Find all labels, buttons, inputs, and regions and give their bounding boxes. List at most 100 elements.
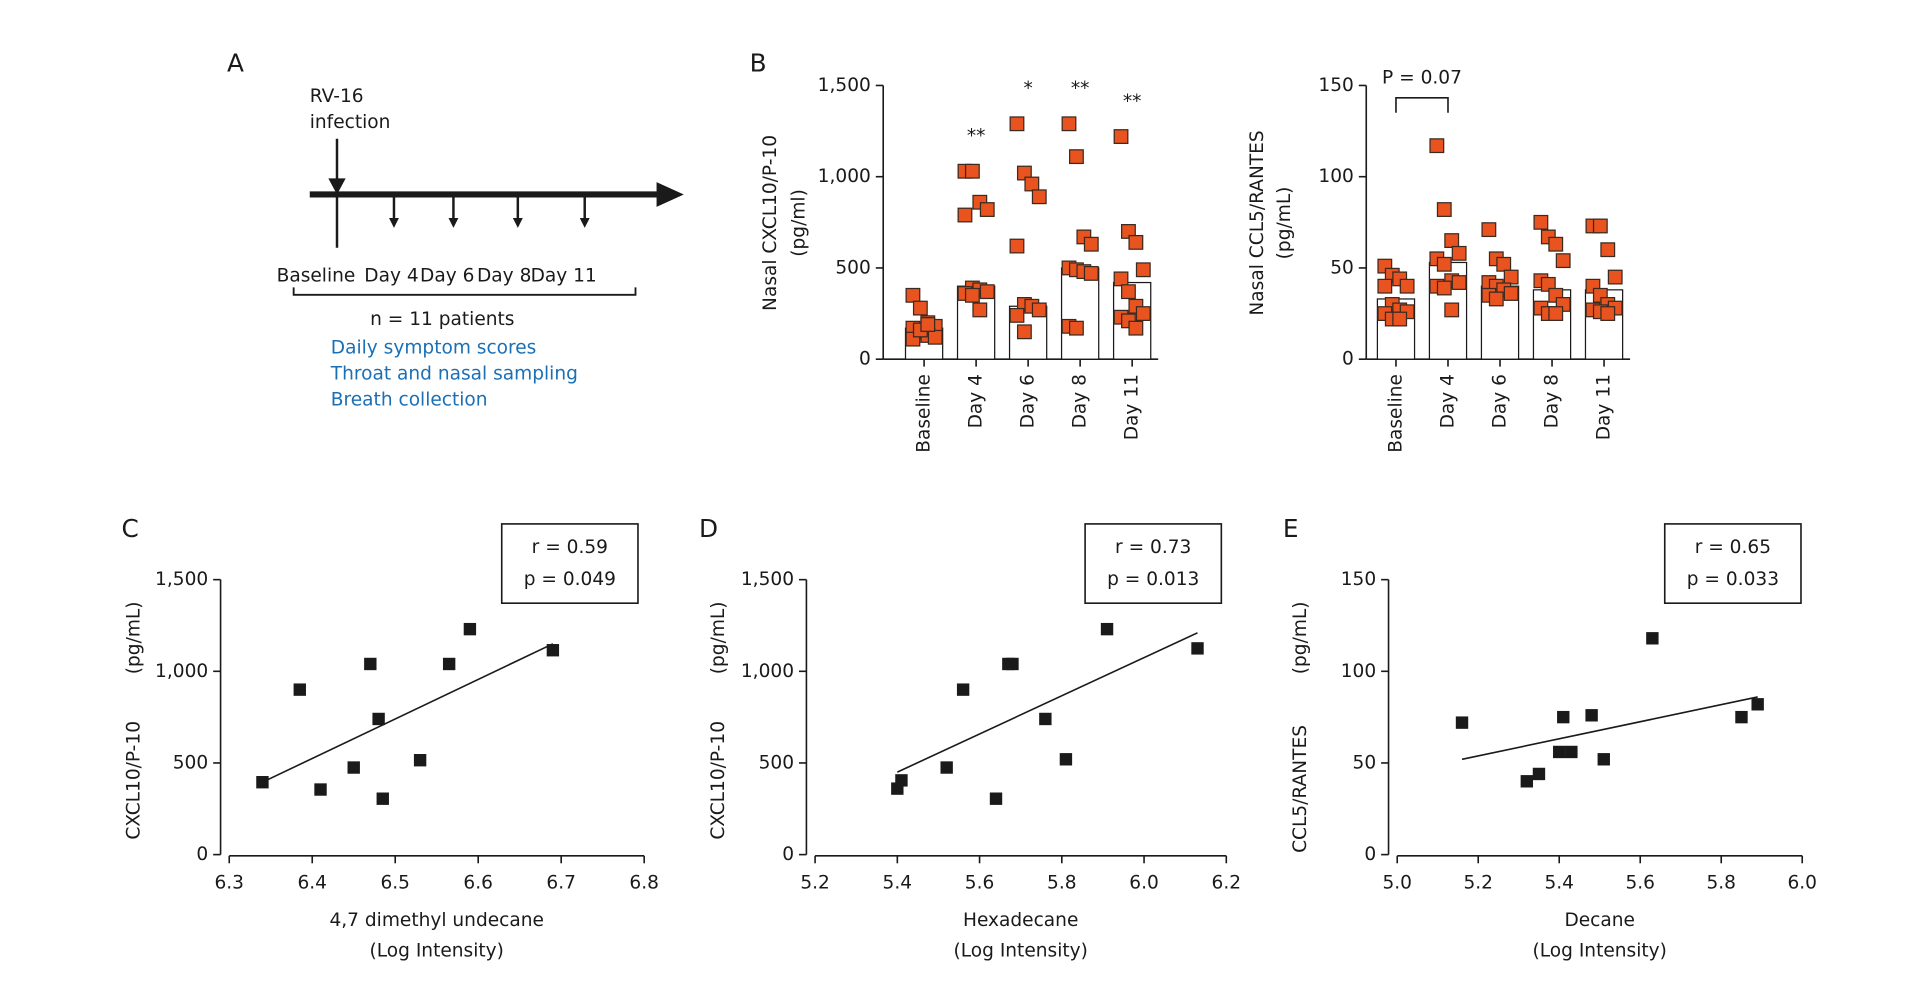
data-point	[964, 287, 980, 303]
y-axis-label: Nasal CXCL10/P-10	[760, 135, 781, 311]
activity: Breath collection	[331, 390, 488, 411]
y-axis-label: (pg/mL)	[123, 601, 144, 674]
data-point	[895, 774, 908, 787]
stats-text: p = 0.033	[1687, 569, 1779, 590]
y-tick-label: 0	[196, 844, 208, 865]
x-tick-label: Day 4	[966, 374, 987, 428]
event-label: RV-16	[310, 86, 364, 107]
y-axis-label: CXCL10/P-10	[708, 721, 729, 840]
data-point	[463, 622, 477, 636]
data-point	[1455, 716, 1469, 729]
y-tick-label: 1,500	[741, 569, 794, 590]
data-point	[1597, 753, 1610, 766]
data-point	[1128, 234, 1144, 250]
stats-box	[1084, 523, 1223, 604]
y-tick-label: 1,000	[155, 661, 208, 682]
data-point	[905, 287, 921, 303]
data-point	[1121, 284, 1136, 300]
x-tick-label: 5.2	[800, 873, 830, 894]
y-tick-label: 500	[173, 752, 208, 773]
data-point	[1083, 236, 1099, 252]
y-tick-label: 1,500	[818, 75, 871, 96]
data-point	[1533, 214, 1549, 230]
data-point	[1113, 271, 1129, 287]
stats-text: p = 0.049	[524, 569, 616, 590]
y-axis-label: CXCL10/P-10	[123, 721, 144, 840]
x-axis-label: Hexadecane	[963, 910, 1078, 931]
fit-line	[262, 643, 554, 783]
data-point	[940, 761, 953, 774]
data-point	[1083, 265, 1099, 281]
timepoint: Day 8	[477, 266, 531, 287]
data-point	[1646, 632, 1659, 645]
data-point	[1436, 280, 1452, 296]
x-tick-label: Day 8	[1070, 374, 1091, 428]
data-point	[979, 284, 995, 300]
activity: Throat and nasal sampling	[330, 364, 578, 385]
panel-label: C	[122, 514, 139, 543]
data-point	[1503, 269, 1519, 285]
y-tick-label: 1,000	[818, 166, 871, 187]
data-point	[1429, 138, 1445, 154]
x-axis-label: Decane	[1564, 910, 1634, 931]
y-tick-label: 50	[1330, 257, 1354, 278]
y-tick-label: 0	[782, 844, 794, 865]
y-tick-label: 150	[1341, 569, 1376, 590]
panel-a: A RV-16 infection Baseline Day 4 Day 6 D…	[227, 48, 684, 411]
timepoint: Day 4	[364, 266, 418, 287]
data-point	[1121, 224, 1136, 239]
data-point	[1451, 245, 1467, 261]
data-point	[1565, 745, 1578, 759]
cohort-bracket	[292, 287, 637, 296]
annotation-bracket	[1395, 97, 1449, 113]
annotation: P = 0.07	[1382, 68, 1462, 89]
data-point	[1592, 218, 1608, 234]
x-tick-label: 5.8	[1706, 873, 1736, 894]
stats-text: r = 0.59	[532, 537, 608, 558]
x-tick-label: 5.0	[1382, 873, 1412, 894]
activity: Daily symptom scores	[331, 338, 537, 359]
y-tick-label: 0	[859, 349, 871, 370]
data-point	[314, 783, 327, 796]
x-tick-label: 6.7	[546, 873, 576, 894]
panel-label: D	[699, 514, 718, 543]
significance: **	[1123, 91, 1142, 112]
data-point	[1006, 657, 1019, 671]
data-point	[1488, 291, 1504, 307]
x-tick-label: 6.0	[1787, 873, 1817, 894]
y-tick-label: 500	[835, 257, 870, 278]
data-point	[1503, 286, 1519, 301]
stats-text: r = 0.73	[1115, 537, 1191, 558]
x-tick-label: Baseline	[1385, 374, 1406, 453]
y-tick-label: 1,500	[155, 569, 208, 590]
data-point	[1436, 202, 1452, 217]
data-point	[1399, 278, 1415, 294]
stats-box	[1663, 523, 1802, 604]
bar	[1060, 267, 1100, 360]
stats-text: p = 0.013	[1107, 569, 1199, 590]
timeline-head	[656, 182, 684, 207]
data-point	[1555, 253, 1571, 269]
x-tick-label: Day 11	[1122, 374, 1143, 440]
data-point	[964, 163, 980, 179]
data-point	[1451, 275, 1467, 290]
data-point	[372, 712, 385, 726]
data-point	[442, 657, 456, 671]
x-tick-label: Day 11	[1594, 374, 1615, 440]
data-point	[1031, 302, 1047, 318]
panel-label: E	[1283, 514, 1299, 543]
data-point	[927, 329, 943, 345]
data-point	[1009, 307, 1025, 323]
event-label: infection	[310, 112, 391, 133]
data-point	[1548, 306, 1564, 321]
data-point	[347, 761, 360, 774]
data-point	[1392, 311, 1408, 327]
data-point	[1532, 767, 1546, 781]
fit-line	[1461, 696, 1758, 761]
data-point	[1607, 269, 1623, 285]
x-tick-label: 6.0	[1129, 873, 1159, 894]
y-tick-label: 100	[1341, 661, 1376, 682]
timepoint: Day 11	[531, 266, 597, 287]
data-point	[1016, 165, 1032, 181]
x-tick-label: 6.8	[629, 873, 659, 894]
